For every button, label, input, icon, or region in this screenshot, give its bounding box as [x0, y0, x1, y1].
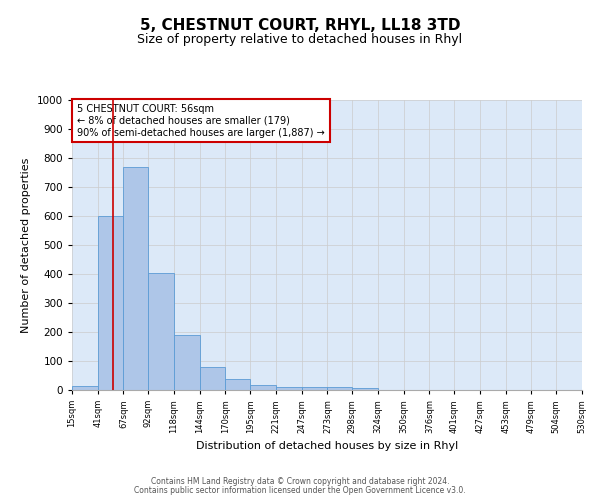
Bar — [124, 166, 148, 390]
X-axis label: Distribution of detached houses by size in Rhyl: Distribution of detached houses by size … — [196, 442, 458, 452]
Text: 5 CHESTNUT COURT: 56sqm
← 8% of detached houses are smaller (179)
90% of semi-de: 5 CHESTNUT COURT: 56sqm ← 8% of detached… — [77, 104, 325, 138]
Text: 5, CHESTNUT COURT, RHYL, LL18 3TD: 5, CHESTNUT COURT, RHYL, LL18 3TD — [140, 18, 460, 32]
Bar — [98, 216, 124, 390]
Bar — [276, 386, 302, 390]
Bar — [174, 335, 200, 390]
Bar — [250, 385, 276, 390]
Bar — [302, 386, 328, 390]
Bar — [200, 367, 226, 390]
Bar — [226, 379, 250, 390]
Bar — [352, 388, 378, 390]
Y-axis label: Number of detached properties: Number of detached properties — [21, 158, 31, 332]
Bar — [148, 272, 174, 390]
Text: Contains public sector information licensed under the Open Government Licence v3: Contains public sector information licen… — [134, 486, 466, 495]
Bar — [72, 386, 98, 390]
Bar — [328, 387, 352, 390]
Text: Contains HM Land Registry data © Crown copyright and database right 2024.: Contains HM Land Registry data © Crown c… — [151, 477, 449, 486]
Text: Size of property relative to detached houses in Rhyl: Size of property relative to detached ho… — [137, 32, 463, 46]
